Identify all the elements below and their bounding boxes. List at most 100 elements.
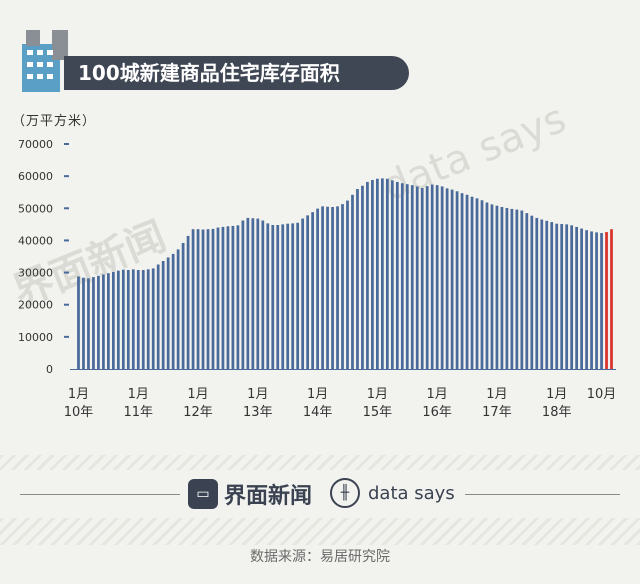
bar bbox=[415, 186, 419, 369]
y-tick-label: 70000 bbox=[18, 138, 53, 151]
bar bbox=[226, 226, 230, 369]
x-tick-label: 1月 bbox=[307, 387, 328, 402]
y-tick-label: 0 bbox=[46, 363, 53, 376]
bar bbox=[306, 215, 310, 369]
data-says-logo-icon: ╫ bbox=[330, 478, 360, 508]
bar bbox=[326, 206, 329, 369]
bar bbox=[166, 257, 170, 369]
bar bbox=[525, 213, 529, 369]
bar bbox=[186, 235, 190, 369]
bar bbox=[400, 183, 404, 369]
x-tick-label: 13年 bbox=[243, 405, 273, 420]
bar bbox=[87, 278, 90, 369]
bar bbox=[361, 185, 364, 369]
bar bbox=[111, 271, 115, 369]
bar bbox=[181, 243, 185, 369]
bar bbox=[385, 178, 389, 369]
bar bbox=[246, 217, 250, 369]
brand-jiemian: ▭ 界面新闻 bbox=[188, 478, 312, 510]
x-tick-label: 15年 bbox=[363, 405, 393, 420]
bar bbox=[585, 230, 588, 369]
bar bbox=[515, 209, 519, 369]
bar bbox=[82, 277, 85, 369]
bar bbox=[107, 273, 110, 369]
x-tick-label: 1月 bbox=[128, 387, 149, 402]
bar bbox=[470, 196, 474, 369]
x-tick-label: 10年 bbox=[64, 405, 94, 420]
bar bbox=[420, 188, 424, 369]
bar bbox=[455, 191, 459, 369]
x-tick-label: 1月 bbox=[486, 387, 507, 402]
bar bbox=[331, 207, 334, 369]
data-source: 数据来源：易居研究院 bbox=[250, 549, 390, 565]
y-axis-unit: （万平方米） bbox=[12, 114, 97, 129]
bar bbox=[440, 186, 444, 369]
bar bbox=[475, 198, 479, 369]
bar bbox=[206, 229, 210, 369]
building-icon bbox=[22, 30, 72, 92]
bar bbox=[580, 228, 583, 369]
bar bbox=[465, 194, 469, 369]
bar bbox=[405, 184, 409, 369]
bar bbox=[376, 178, 379, 369]
x-tick-label: 1月 bbox=[187, 387, 208, 402]
bar bbox=[410, 185, 414, 369]
bar bbox=[251, 218, 255, 369]
bar bbox=[346, 200, 349, 369]
bar bbox=[390, 180, 394, 369]
bar bbox=[485, 202, 489, 369]
y-tick-label: 50000 bbox=[18, 202, 53, 215]
bar bbox=[495, 205, 499, 369]
x-tick-label: 10月 bbox=[587, 387, 617, 402]
bar bbox=[296, 222, 300, 369]
bar bbox=[445, 188, 449, 369]
bar bbox=[520, 210, 524, 369]
bar bbox=[221, 226, 225, 369]
x-tick-label: 12年 bbox=[183, 405, 213, 420]
bar bbox=[540, 219, 544, 369]
bar bbox=[276, 225, 280, 369]
bar bbox=[121, 269, 125, 369]
bar bbox=[560, 224, 564, 369]
bar bbox=[256, 218, 260, 369]
bar bbox=[341, 204, 344, 369]
x-tick-label: 17年 bbox=[482, 405, 512, 420]
brand-jiemian-text: 界面新闻 bbox=[224, 484, 313, 509]
bar bbox=[595, 232, 598, 369]
bar bbox=[301, 218, 305, 369]
bar bbox=[97, 275, 100, 369]
bar bbox=[460, 193, 464, 369]
bar bbox=[281, 224, 285, 369]
bar bbox=[261, 220, 265, 369]
brand-data-says: ╫ data says bbox=[330, 478, 455, 508]
bar bbox=[600, 233, 603, 369]
bar bbox=[530, 215, 534, 369]
x-tick-label: 1月 bbox=[247, 387, 268, 402]
bar bbox=[216, 227, 220, 369]
bar bbox=[231, 225, 235, 369]
bar bbox=[450, 189, 454, 369]
x-tick-label: 11年 bbox=[123, 405, 153, 420]
bar bbox=[590, 231, 593, 369]
bar bbox=[102, 274, 105, 369]
footer-divider-right bbox=[465, 494, 620, 495]
bar bbox=[500, 207, 504, 369]
bar bbox=[395, 181, 399, 369]
bar bbox=[92, 277, 95, 369]
bar bbox=[430, 184, 434, 369]
bar bbox=[241, 220, 245, 369]
bar bbox=[371, 180, 374, 369]
bar bbox=[146, 269, 150, 369]
bar bbox=[510, 208, 514, 369]
bar bbox=[316, 208, 319, 369]
footer-divider-left bbox=[20, 494, 180, 495]
bar bbox=[480, 200, 484, 369]
bar bbox=[211, 228, 215, 369]
bar bbox=[605, 232, 608, 369]
bar bbox=[351, 194, 354, 369]
x-tick-label: 18年 bbox=[542, 405, 572, 420]
bar bbox=[171, 253, 175, 369]
bar bbox=[321, 206, 324, 369]
x-tick-label: 1月 bbox=[367, 387, 388, 402]
bar bbox=[201, 229, 205, 369]
